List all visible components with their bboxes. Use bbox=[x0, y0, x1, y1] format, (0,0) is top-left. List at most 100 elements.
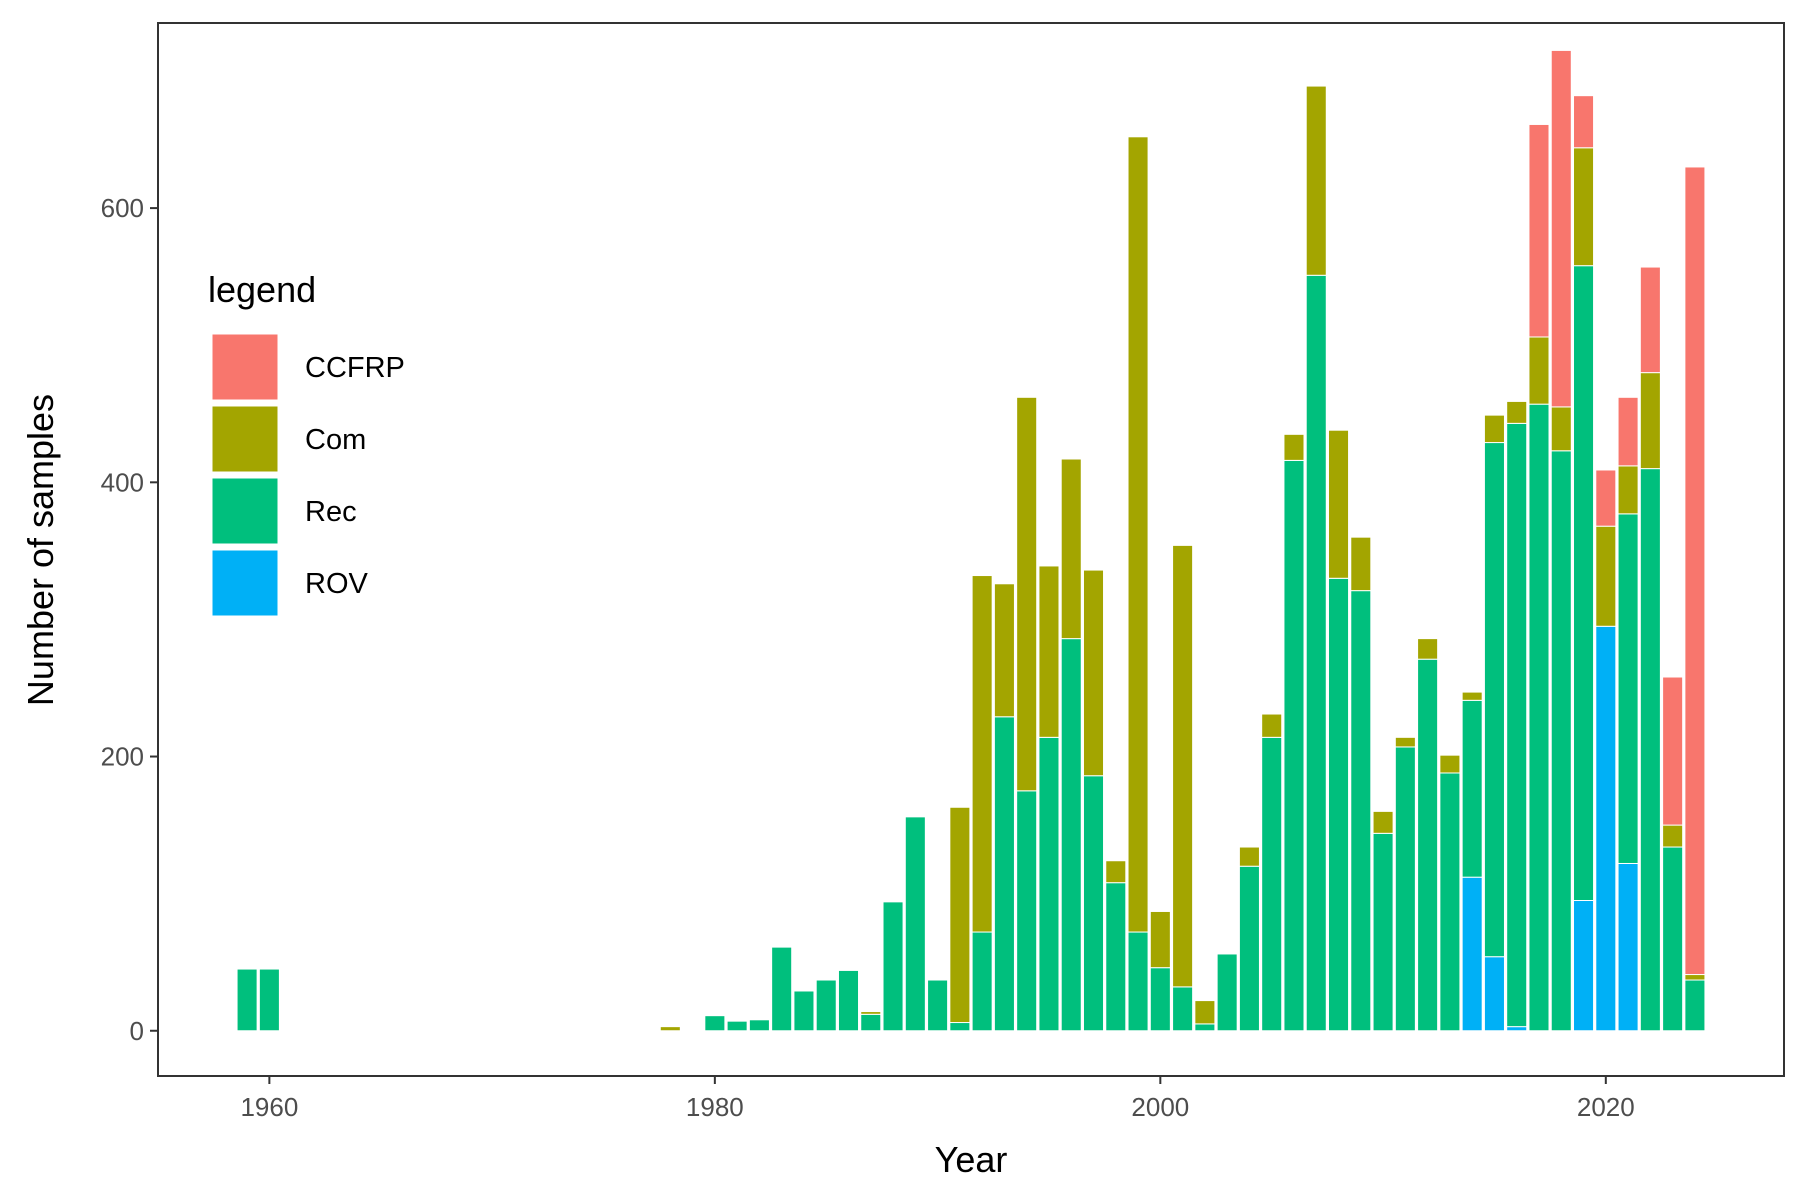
bar-rec-1991 bbox=[949, 1022, 971, 1032]
bar-rec-1981 bbox=[726, 1020, 748, 1032]
bar-rec-1985 bbox=[815, 979, 837, 1032]
bar-rec-2006 bbox=[1283, 459, 1305, 1032]
bar-com-2020 bbox=[1595, 525, 1617, 627]
bar-ccfrp-2022 bbox=[1639, 266, 1661, 374]
bar-com-2019 bbox=[1573, 147, 1595, 267]
bar-com-1997 bbox=[1082, 569, 1105, 777]
bar-com-2024 bbox=[1684, 974, 1706, 981]
bar-com-1978 bbox=[659, 1026, 681, 1032]
bar-rec-1990 bbox=[927, 979, 949, 1032]
bar-rec-2021 bbox=[1617, 513, 1639, 864]
bar-com-2009 bbox=[1350, 536, 1372, 592]
legend-label-rov: ROV bbox=[305, 568, 369, 600]
bar-com-1995 bbox=[1038, 565, 1060, 738]
bar-com-2011 bbox=[1394, 736, 1416, 748]
bar-rec-1959 bbox=[236, 968, 258, 1032]
bar-com-2018 bbox=[1550, 406, 1572, 452]
bar-com-2010 bbox=[1372, 810, 1394, 834]
x-tick-label-1960: 1960 bbox=[240, 1092, 298, 1122]
bar-rec-2016 bbox=[1506, 422, 1528, 1028]
bar-ccfrp-2023 bbox=[1662, 676, 1684, 826]
bar-rec-1994 bbox=[1016, 790, 1038, 1032]
bar-com-2023 bbox=[1662, 824, 1684, 848]
legend-label-com: Com bbox=[305, 424, 366, 456]
bar-rec-1960 bbox=[258, 968, 280, 1032]
bar-rec-1986 bbox=[837, 969, 860, 1032]
bar-com-2022 bbox=[1639, 372, 1661, 470]
bar-rec-2017 bbox=[1528, 403, 1550, 1032]
bar-com-1999 bbox=[1127, 136, 1149, 933]
legend-label-ccfrp: CCFRP bbox=[305, 352, 405, 384]
bar-rec-2008 bbox=[1328, 577, 1350, 1032]
bar-rec-2000 bbox=[1149, 967, 1171, 1032]
bars-layer bbox=[236, 49, 1706, 1032]
bar-com-1993 bbox=[993, 583, 1015, 718]
bar-rec-2014 bbox=[1461, 699, 1483, 878]
x-tick-label-2020: 2020 bbox=[1577, 1092, 1635, 1122]
bar-com-2005 bbox=[1261, 713, 1283, 738]
bar-rov-2016 bbox=[1506, 1026, 1528, 1032]
y-tick-label-200: 200 bbox=[101, 742, 144, 772]
bar-rov-2021 bbox=[1617, 862, 1639, 1032]
ticks-layer: 1960 1980 2000 2020 0 200 400 600 bbox=[101, 193, 1635, 1122]
bar-com-1987 bbox=[860, 1011, 882, 1015]
bar-rec-2009 bbox=[1350, 590, 1372, 1032]
y-tick-label-0: 0 bbox=[130, 1016, 144, 1046]
bar-ccfrp-2019 bbox=[1573, 95, 1595, 149]
bar-rov-2019 bbox=[1573, 900, 1595, 1032]
bar-rec-2011 bbox=[1394, 746, 1416, 1032]
bar-rec-1989 bbox=[904, 816, 926, 1032]
bar-com-1998 bbox=[1105, 860, 1127, 884]
bar-com-2021 bbox=[1617, 465, 1639, 515]
bar-rec-1992 bbox=[971, 931, 993, 1032]
legend: legend CCFRP Com Rec ROV bbox=[208, 269, 405, 617]
bar-com-2013 bbox=[1439, 754, 1461, 774]
x-axis-title: Year bbox=[935, 1139, 1008, 1180]
bar-rec-1982 bbox=[748, 1019, 770, 1032]
bar-ccfrp-2021 bbox=[1617, 396, 1639, 467]
bar-rec-2002 bbox=[1194, 1023, 1216, 1032]
legend-key-com bbox=[211, 405, 279, 473]
bar-rec-2018 bbox=[1550, 450, 1572, 1032]
bar-com-2004 bbox=[1238, 846, 1260, 867]
bar-rec-2001 bbox=[1172, 986, 1194, 1032]
bar-com-1992 bbox=[971, 575, 993, 933]
bar-rec-1995 bbox=[1038, 736, 1060, 1032]
bar-com-2001 bbox=[1172, 544, 1194, 988]
x-tick-label-2000: 2000 bbox=[1131, 1092, 1189, 1122]
bar-rec-1997 bbox=[1082, 775, 1105, 1032]
bar-com-2002 bbox=[1194, 1000, 1216, 1025]
bar-ccfrp-2024 bbox=[1684, 166, 1706, 976]
bar-rec-2023 bbox=[1662, 846, 1684, 1032]
bar-rec-1984 bbox=[793, 990, 815, 1032]
bar-com-2017 bbox=[1528, 336, 1550, 405]
bar-rec-1980 bbox=[704, 1015, 726, 1032]
plot-panel-border bbox=[157, 22, 1785, 1077]
legend-key-rov bbox=[211, 549, 279, 617]
bar-ccfrp-2017 bbox=[1528, 123, 1550, 338]
bar-com-2012 bbox=[1417, 638, 1439, 660]
bar-com-1996 bbox=[1060, 458, 1082, 640]
bar-com-1991 bbox=[949, 806, 971, 1024]
bar-rec-2005 bbox=[1261, 736, 1283, 1032]
bar-rec-1988 bbox=[882, 901, 904, 1032]
bar-rec-2010 bbox=[1372, 832, 1394, 1032]
bar-rec-1993 bbox=[993, 716, 1015, 1032]
bar-com-2006 bbox=[1283, 433, 1305, 461]
bar-rec-1996 bbox=[1060, 638, 1082, 1032]
bar-rec-1999 bbox=[1127, 931, 1149, 1032]
bar-rec-1987 bbox=[860, 1013, 882, 1032]
bar-rov-2020 bbox=[1595, 625, 1617, 1032]
bar-com-1994 bbox=[1016, 396, 1038, 792]
bar-rec-2007 bbox=[1305, 274, 1327, 1032]
bar-ccfrp-2020 bbox=[1595, 469, 1617, 527]
bar-rec-2019 bbox=[1573, 265, 1595, 901]
bar-rec-2012 bbox=[1417, 658, 1439, 1032]
y-tick-label-600: 600 bbox=[101, 193, 144, 223]
bar-com-2008 bbox=[1328, 429, 1350, 579]
bar-rec-1998 bbox=[1105, 882, 1127, 1032]
bar-rec-2015 bbox=[1483, 442, 1505, 958]
bar-rec-2004 bbox=[1238, 865, 1260, 1032]
